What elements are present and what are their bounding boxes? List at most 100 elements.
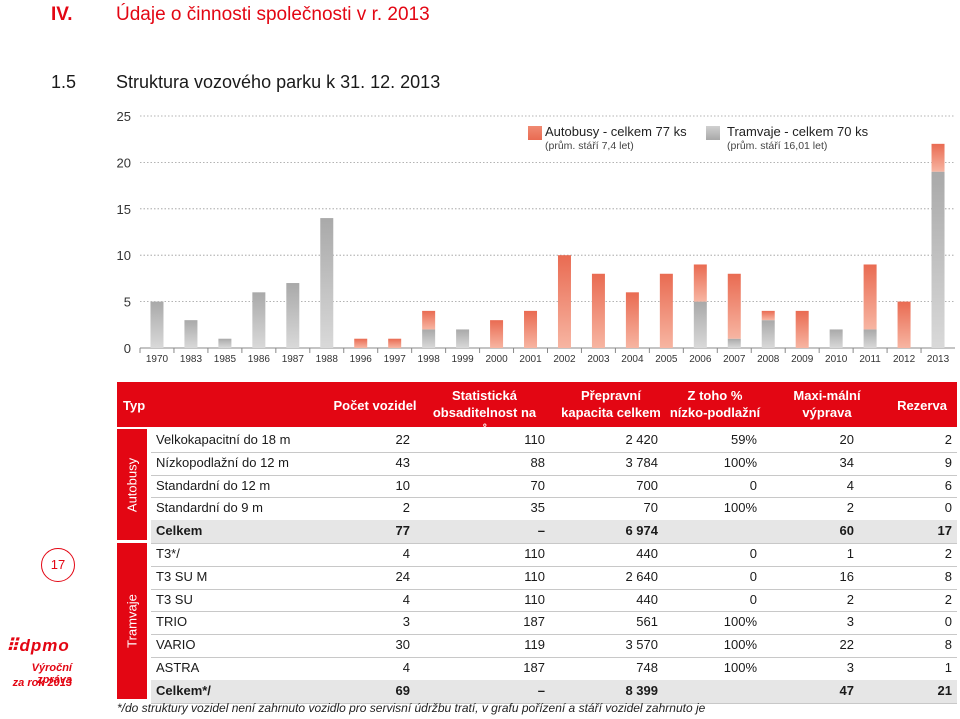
x-tick-label: 2011	[859, 354, 881, 365]
col-maxi: Maxi-mální výprava	[777, 387, 877, 421]
cell-rez: 2	[944, 432, 952, 447]
cell-kap: 561	[636, 614, 658, 630]
bar-tramvaje	[320, 218, 334, 348]
table-total-row: Celkem*/ 69 – 8 399 47 21	[151, 679, 957, 704]
cell-typ: VARIO	[156, 637, 196, 653]
cell-kap: 2 420	[625, 432, 658, 447]
bar-autobusy	[863, 264, 877, 330]
col-nizko-line1: Z toho %	[687, 388, 743, 403]
x-tick-label: 2001	[519, 354, 542, 365]
x-tick-label: 1983	[180, 354, 203, 365]
cell-pocet: 43	[395, 454, 410, 470]
subsection-number: 1.5	[51, 72, 77, 92]
bar-tramvaje	[184, 320, 198, 348]
cell-pocet: 22	[395, 432, 410, 447]
cell-typ: T3*/	[156, 546, 180, 561]
bar-tramvaje	[829, 329, 843, 348]
bar-tramvaje	[761, 320, 775, 348]
cell-maxi: 20	[839, 432, 854, 447]
table-total-row: Celkem 77 – 6 974 60 17	[151, 520, 957, 544]
cell-obsad: 88	[530, 454, 545, 470]
cell-typ: ASTRA	[156, 660, 200, 675]
table-row: Velkokapacitní do 18 m 22 110 2 420 59% 20 2	[151, 429, 957, 453]
cell-typ: Standardní do 12 m	[156, 477, 271, 493]
cell-rez: 0	[944, 500, 952, 516]
table-row: T3 SU M 24 110 2 640 0 16 8	[151, 566, 957, 590]
cell-obsad: 187	[523, 660, 545, 675]
bar-autobusy	[931, 143, 945, 172]
logo-text: dpmo	[19, 636, 70, 655]
cell-maxi: 60	[839, 523, 854, 539]
y-tick-label: 20	[117, 155, 131, 170]
footnote: */do struktury vozidel není zahrnuto voz…	[117, 701, 706, 715]
cell-nizko: 100%	[723, 637, 757, 653]
cell-pocet: 10	[395, 477, 410, 493]
cell-pocet: 4	[402, 546, 410, 561]
cell-maxi: 22	[839, 637, 854, 653]
cell-kap: 3 570	[625, 637, 658, 653]
cell-kap: 748	[636, 660, 658, 675]
x-tick-label: 2002	[553, 354, 576, 365]
legend-label-autobusy: Autobusy - celkem 77 ks	[545, 124, 687, 139]
col-obsaditelnost-line1: Statistická	[451, 388, 518, 403]
bar-tramvaje	[931, 171, 945, 348]
x-tick-label: 1986	[248, 354, 271, 365]
table-header: Typ Počet vozidel Statistická obsaditeln…	[117, 382, 957, 437]
cell-pocet: 4	[402, 660, 410, 675]
legend-swatch-autobusy	[528, 126, 542, 140]
table-row: Standardní do 12 m 10 70 700 0 4 6	[151, 475, 957, 499]
cell-rez: 9	[944, 454, 952, 470]
cell-typ: Celkem*/	[156, 682, 211, 698]
x-tick-label: 1996	[350, 354, 373, 365]
col-pocet: Počet vozidel	[333, 398, 417, 413]
bar-tramvaje	[456, 329, 470, 348]
cell-nizko: 100%	[723, 614, 757, 630]
bar-autobusy	[761, 310, 775, 321]
cell-typ: T3 SU	[156, 591, 193, 607]
bar-autobusy	[659, 273, 673, 348]
bar-tramvaje	[693, 301, 707, 348]
cell-rez: 21	[937, 682, 952, 698]
cell-kap: 440	[636, 546, 658, 561]
x-tick-label: 1985	[214, 354, 237, 365]
x-tick-label: 2009	[791, 354, 814, 365]
vehicle-age-chart: 0 5 10 15 20 25 1970 1983 1985 1986 1987 1988 1996 19…	[117, 109, 955, 365]
cell-nizko: 100%	[723, 660, 757, 675]
x-tick-label: 2006	[689, 354, 712, 365]
bar-autobusy	[388, 338, 402, 348]
subsection-title: Struktura vozového parku k 31. 12. 2013	[116, 72, 441, 92]
bar-autobusy	[354, 338, 368, 348]
cell-obsad: 110	[524, 432, 545, 447]
cell-rez: 6	[944, 477, 952, 493]
table-row: Standardní do 9 m 2 35 70 100% 2 0	[151, 497, 957, 522]
x-tick-label: 2005	[655, 354, 678, 365]
cell-obsad: –	[537, 682, 545, 698]
group-autobusy-label: Autobusy	[124, 457, 140, 512]
bar-autobusy	[591, 273, 605, 348]
col-kapacita-line1: Přepravní	[581, 388, 641, 403]
bar-autobusy	[422, 310, 436, 330]
bar-tramvaje	[218, 338, 232, 348]
legend-sub-tramvaje: (prům. stáří 16,01 let)	[727, 140, 828, 152]
table-row: VARIO 30 119 3 570 100% 22 8	[151, 634, 957, 658]
bar-autobusy	[524, 310, 538, 348]
col-obsaditelnost-line2: obsaditelnost na vůz	[432, 405, 537, 437]
cell-maxi: 3	[846, 660, 854, 675]
y-tick-label: 0	[124, 341, 131, 356]
cell-maxi: 2	[846, 500, 854, 516]
cell-rez: 8	[944, 568, 952, 584]
bar-tramvaje	[422, 329, 436, 348]
cell-maxi: 47	[839, 682, 854, 698]
cell-nizko: 0	[749, 568, 757, 584]
col-rezerva: Rezerva	[897, 398, 947, 413]
col-kapacita-line2: kapacita celkem	[561, 405, 661, 420]
cell-kap: 8 399	[625, 682, 658, 698]
cell-nizko: 100%	[723, 500, 757, 516]
logo-mark-icon: ⠿	[6, 636, 20, 655]
col-obsaditelnost: Statistická obsaditelnost na vůz	[422, 387, 547, 438]
report-title-line1: Výroční zpráva	[31, 662, 72, 686]
cell-kap: 3 784	[625, 454, 658, 470]
col-kapacita: Přepravní kapacita celkem	[561, 387, 661, 421]
x-tick-label: 1987	[282, 354, 305, 365]
dpmo-logo: ⠿dpmo	[6, 636, 70, 656]
